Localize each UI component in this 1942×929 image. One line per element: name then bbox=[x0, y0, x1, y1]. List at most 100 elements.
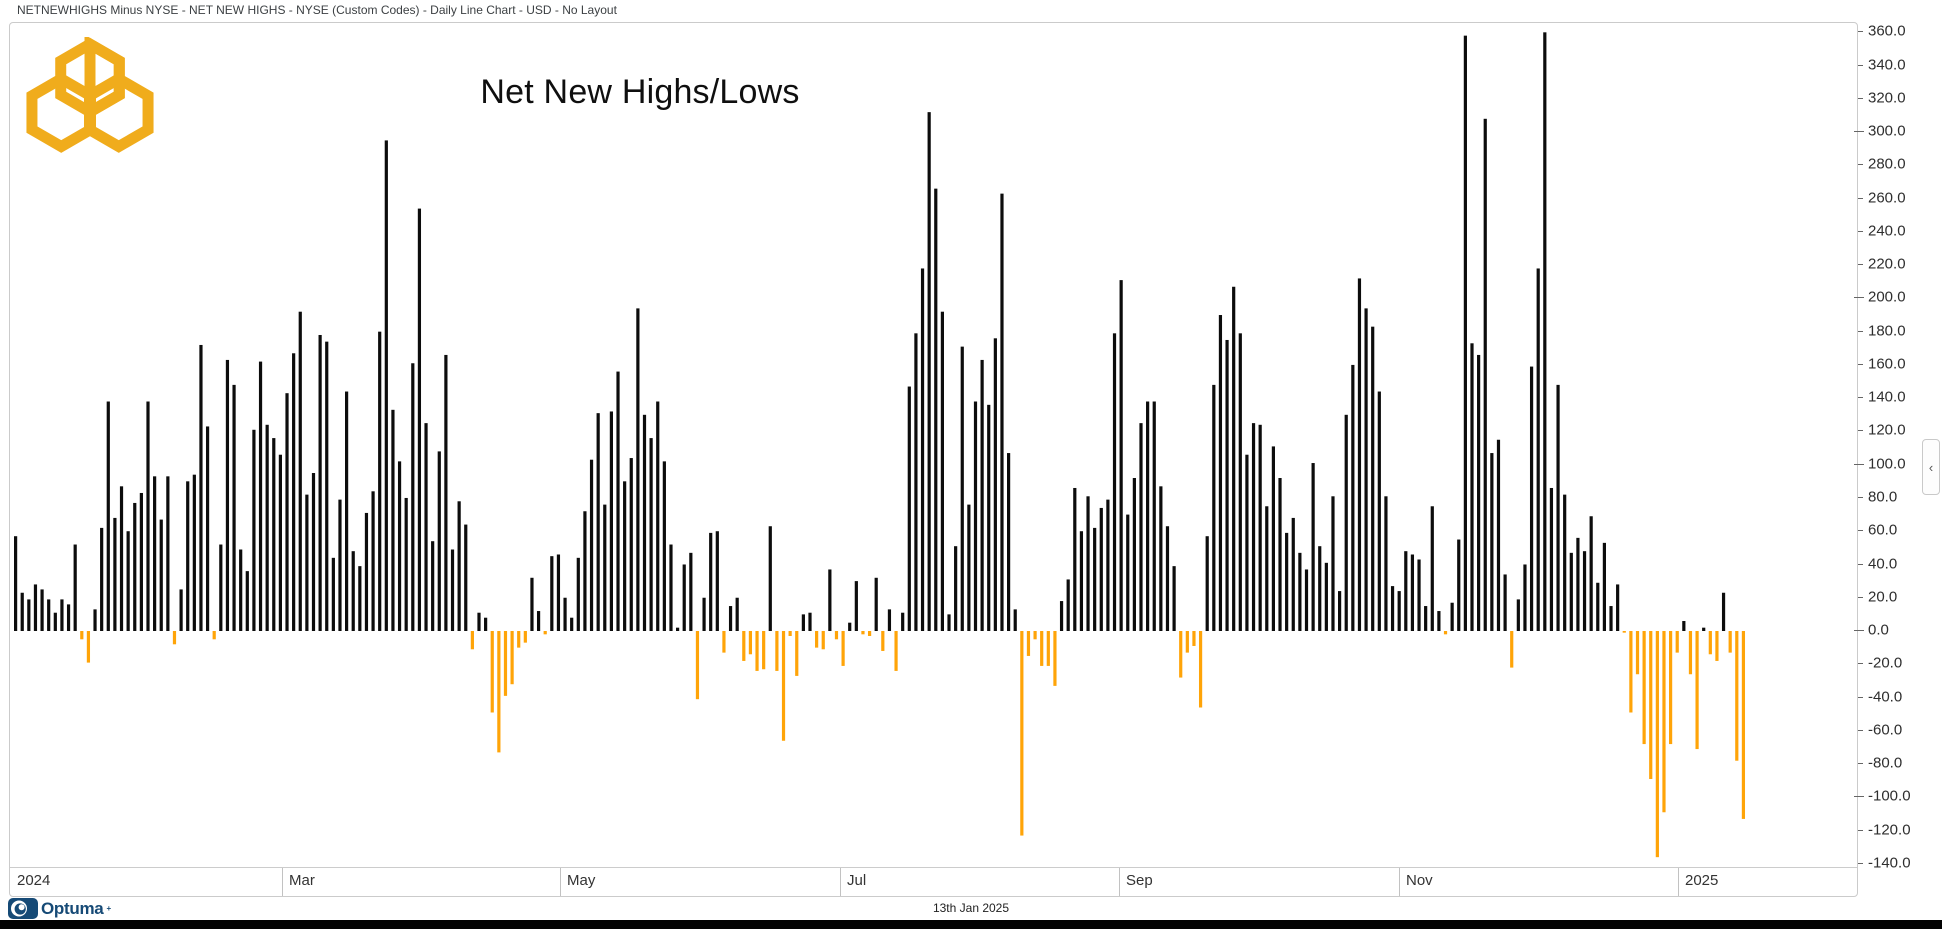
daily-bar[interactable] bbox=[1463, 35, 1467, 631]
daily-bar[interactable] bbox=[351, 551, 355, 631]
daily-bar[interactable] bbox=[126, 531, 130, 631]
daily-bar[interactable] bbox=[934, 188, 938, 631]
daily-bar[interactable] bbox=[576, 557, 580, 631]
daily-bar[interactable] bbox=[106, 401, 110, 631]
daily-bar[interactable] bbox=[603, 504, 607, 631]
daily-bar[interactable] bbox=[1165, 526, 1170, 631]
daily-bar[interactable] bbox=[821, 631, 825, 650]
daily-bar[interactable] bbox=[867, 631, 872, 636]
daily-bar[interactable] bbox=[907, 386, 911, 631]
daily-bar[interactable] bbox=[881, 631, 885, 651]
daily-bar[interactable] bbox=[1066, 579, 1070, 631]
daily-bar[interactable] bbox=[278, 454, 282, 631]
daily-bar[interactable] bbox=[616, 371, 620, 631]
daily-bar[interactable] bbox=[1059, 601, 1064, 631]
daily-bar[interactable] bbox=[199, 344, 203, 631]
daily-bar[interactable] bbox=[431, 541, 435, 631]
daily-bar[interactable] bbox=[1132, 478, 1136, 631]
daily-bar[interactable] bbox=[490, 631, 494, 713]
daily-bar[interactable] bbox=[623, 481, 627, 631]
daily-bar[interactable] bbox=[1596, 582, 1600, 631]
daily-bar[interactable] bbox=[1397, 591, 1401, 631]
daily-bar[interactable] bbox=[139, 492, 143, 631]
daily-bar[interactable] bbox=[1430, 506, 1434, 631]
daily-bar[interactable] bbox=[960, 346, 964, 631]
daily-bar[interactable] bbox=[1338, 591, 1342, 631]
daily-bar[interactable] bbox=[967, 504, 971, 631]
daily-bar[interactable] bbox=[834, 631, 839, 640]
daily-bar[interactable] bbox=[1251, 423, 1256, 632]
daily-bar[interactable] bbox=[702, 597, 706, 631]
daily-bar[interactable] bbox=[1159, 486, 1163, 631]
daily-bar[interactable] bbox=[331, 557, 335, 631]
daily-bar[interactable] bbox=[1040, 631, 1044, 666]
daily-bar[interactable] bbox=[589, 459, 594, 631]
daily-bar[interactable] bbox=[1318, 546, 1322, 631]
daily-bar[interactable] bbox=[1304, 569, 1309, 631]
daily-bar[interactable] bbox=[1093, 527, 1097, 631]
daily-bar[interactable] bbox=[1404, 551, 1408, 631]
daily-bar[interactable] bbox=[609, 411, 613, 631]
daily-bar[interactable] bbox=[153, 476, 157, 631]
daily-bar[interactable] bbox=[1285, 532, 1289, 631]
daily-bar[interactable] bbox=[1602, 542, 1606, 631]
daily-bar[interactable] bbox=[689, 552, 693, 631]
daily-bar[interactable] bbox=[497, 631, 501, 753]
daily-bar[interactable] bbox=[1033, 631, 1037, 640]
daily-bar[interactable] bbox=[709, 532, 713, 631]
daily-bar[interactable] bbox=[1331, 496, 1335, 631]
daily-bar[interactable] bbox=[384, 140, 388, 631]
daily-bar[interactable] bbox=[1205, 536, 1209, 631]
daily-bar[interactable] bbox=[1000, 193, 1004, 631]
daily-bar[interactable] bbox=[119, 486, 124, 631]
daily-bar[interactable] bbox=[1669, 631, 1673, 745]
daily-bar[interactable] bbox=[543, 631, 547, 635]
daily-bar[interactable] bbox=[1079, 531, 1084, 631]
daily-bar[interactable] bbox=[1126, 514, 1130, 631]
daily-bar[interactable] bbox=[854, 581, 858, 631]
daily-bar[interactable] bbox=[1516, 599, 1520, 631]
daily-bar[interactable] bbox=[894, 631, 898, 671]
daily-bar[interactable] bbox=[788, 631, 792, 636]
daily-bar[interactable] bbox=[1265, 506, 1269, 631]
daily-bar[interactable] bbox=[232, 384, 236, 631]
daily-bar[interactable] bbox=[378, 331, 382, 631]
daily-bar[interactable] bbox=[1556, 384, 1560, 631]
daily-bar[interactable] bbox=[656, 401, 660, 631]
daily-bar[interactable] bbox=[1390, 586, 1395, 631]
daily-bar[interactable] bbox=[424, 423, 428, 632]
daily-bar[interactable] bbox=[450, 549, 455, 631]
daily-bar[interactable] bbox=[1490, 453, 1494, 631]
daily-bar[interactable] bbox=[27, 599, 31, 631]
daily-bar[interactable] bbox=[1026, 631, 1031, 656]
daily-bar[interactable] bbox=[901, 612, 905, 631]
daily-bar[interactable] bbox=[947, 614, 951, 631]
daily-bar[interactable] bbox=[556, 554, 561, 632]
daily-bar[interactable] bbox=[33, 584, 38, 631]
daily-bar[interactable] bbox=[437, 451, 441, 631]
daily-bar[interactable] bbox=[285, 393, 289, 631]
daily-bar[interactable] bbox=[662, 461, 666, 631]
daily-bar[interactable] bbox=[828, 569, 832, 631]
daily-bar[interactable] bbox=[1139, 423, 1143, 632]
bars-plot[interactable] bbox=[10, 23, 1855, 867]
daily-bar[interactable] bbox=[172, 631, 177, 645]
daily-bar[interactable] bbox=[808, 612, 812, 631]
daily-bar[interactable] bbox=[669, 544, 673, 631]
daily-bar[interactable] bbox=[742, 631, 746, 661]
daily-bar[interactable] bbox=[523, 631, 527, 643]
daily-bar[interactable] bbox=[629, 458, 633, 631]
daily-bar[interactable] bbox=[1152, 401, 1156, 631]
daily-bar[interactable] bbox=[1106, 499, 1110, 631]
daily-bar[interactable] bbox=[80, 631, 84, 640]
daily-bar[interactable] bbox=[887, 609, 892, 631]
daily-bar[interactable] bbox=[735, 597, 739, 631]
daily-bar[interactable] bbox=[1496, 439, 1501, 631]
daily-bar[interactable] bbox=[239, 549, 243, 631]
daily-bar[interactable] bbox=[318, 334, 322, 631]
daily-bar[interactable] bbox=[1622, 631, 1626, 633]
daily-bar[interactable] bbox=[1543, 32, 1547, 631]
daily-bar[interactable] bbox=[762, 631, 766, 670]
daily-bar[interactable] bbox=[265, 424, 269, 631]
daily-bar[interactable] bbox=[861, 631, 865, 635]
